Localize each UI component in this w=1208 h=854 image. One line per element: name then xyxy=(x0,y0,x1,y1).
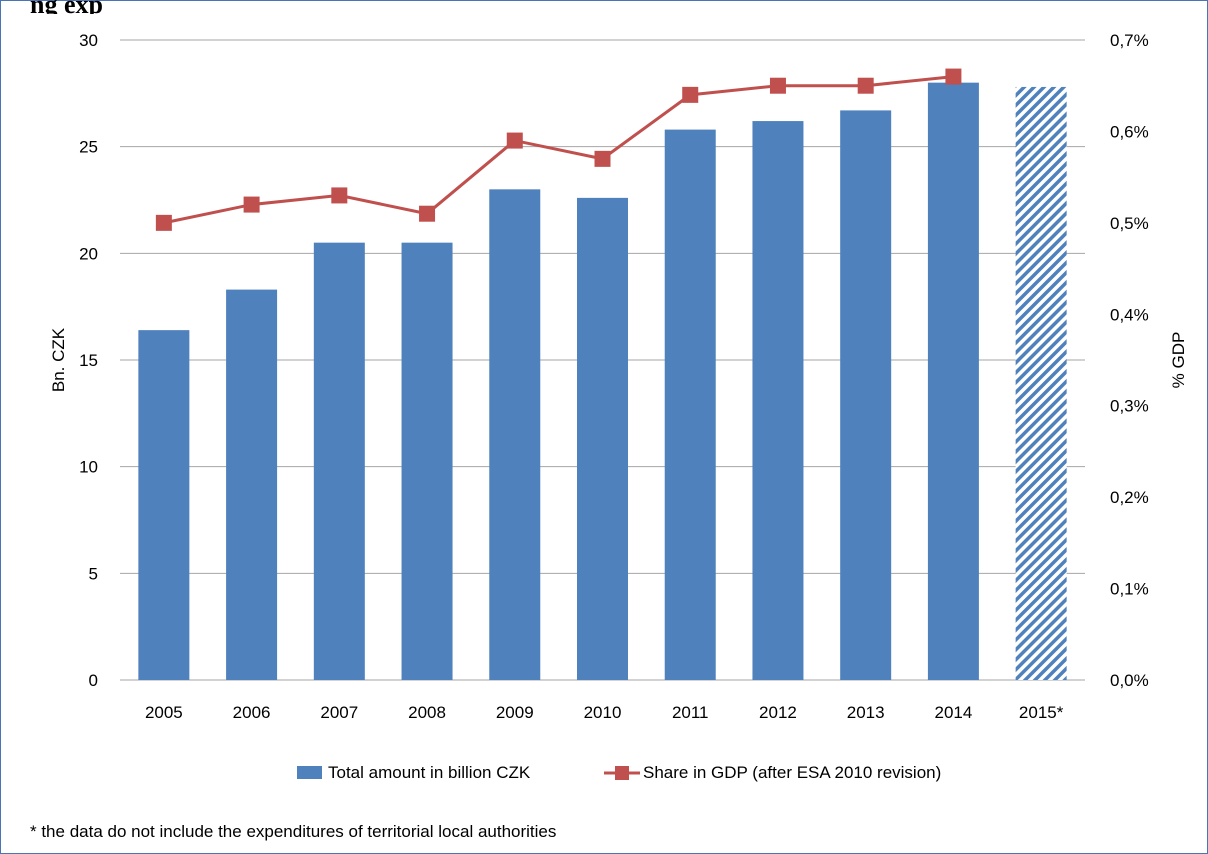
bar-2012 xyxy=(752,121,804,681)
line-point-2006 xyxy=(243,196,260,213)
y-tick-label: 5 xyxy=(89,564,98,583)
y2-tick-label: 0,6% xyxy=(1110,122,1149,141)
legend-bar-label: Total amount in billion CZK xyxy=(328,763,531,782)
line-point-2009 xyxy=(506,132,523,149)
y-tick-label: 10 xyxy=(79,458,98,477)
y2-tick-label: 0,5% xyxy=(1110,214,1149,233)
bar-2013 xyxy=(840,110,892,680)
y-tick-label: 15 xyxy=(79,351,98,370)
legend-bar-swatch xyxy=(297,766,322,779)
y-tick-label: 30 xyxy=(79,31,98,50)
bar-2014 xyxy=(927,82,979,680)
line-point-2008 xyxy=(419,205,436,222)
x-tick-label: 2005 xyxy=(145,703,183,722)
line-series xyxy=(155,68,962,231)
bar-2008 xyxy=(401,242,453,680)
x-tick-label: 2013 xyxy=(847,703,885,722)
y2-tick-label: 0,2% xyxy=(1110,488,1149,507)
bar-series xyxy=(138,82,1067,681)
chart-title-fragment: ng exp xyxy=(30,0,103,14)
bar-2009 xyxy=(489,189,541,681)
x-tick-label: 2006 xyxy=(233,703,271,722)
y-tick-label: 25 xyxy=(79,138,98,157)
bar-2010 xyxy=(577,197,628,680)
line-point-2012 xyxy=(769,77,786,94)
line-point-2005 xyxy=(155,214,172,231)
legend-line-label: Share in GDP (after ESA 2010 revision) xyxy=(643,763,941,782)
y2-axis-label: % GDP xyxy=(1169,332,1188,389)
left-axis-ticks: 0 5 10 15 20 25 30 xyxy=(79,31,98,690)
y2-tick-label: 0,7% xyxy=(1110,31,1149,50)
x-tick-label: 2012 xyxy=(759,703,797,722)
x-tick-label: 2009 xyxy=(496,703,534,722)
line-point-2007 xyxy=(331,187,348,204)
x-tick-label: 2007 xyxy=(320,703,358,722)
y2-tick-label: 0,3% xyxy=(1110,397,1149,416)
line-path xyxy=(163,75,954,225)
bar-2007 xyxy=(313,242,365,680)
footnote: * the data do not include the expenditur… xyxy=(30,822,557,841)
x-tick-label: 2011 xyxy=(672,703,709,722)
y2-tick-label: 0,4% xyxy=(1110,305,1149,324)
y2-tick-label: 0,1% xyxy=(1110,580,1149,599)
y-tick-label: 0 xyxy=(89,671,98,690)
line-point-2010 xyxy=(594,150,611,167)
bar-2015* xyxy=(1015,86,1067,680)
x-tick-label: 2014 xyxy=(934,703,972,722)
x-tick-label: 2010 xyxy=(584,703,622,722)
bar-2011 xyxy=(664,129,716,681)
y2-tick-label: 0,0% xyxy=(1110,671,1149,690)
bar-2006 xyxy=(226,289,278,680)
right-axis-ticks: 0,0% 0,1% 0,2% 0,3% 0,4% 0,5% 0,6% 0,7% xyxy=(1110,31,1149,690)
x-axis-ticks: 2005 2006 2007 2008 2009 2010 2011 2012 2013 2014… xyxy=(145,703,1064,722)
y-tick-label: 20 xyxy=(79,244,98,263)
line-point-2014 xyxy=(945,68,962,85)
line-point-2011 xyxy=(682,86,699,103)
y-axis-label: Bn. CZK xyxy=(49,327,68,392)
legend: Total amount in billion CZK Share in GDP… xyxy=(297,763,941,782)
legend-line-marker xyxy=(615,766,629,780)
bar-2005 xyxy=(138,330,190,680)
x-tick-label: 2015* xyxy=(1019,703,1064,722)
line-point-2013 xyxy=(857,77,874,94)
x-tick-label: 2008 xyxy=(408,703,446,722)
